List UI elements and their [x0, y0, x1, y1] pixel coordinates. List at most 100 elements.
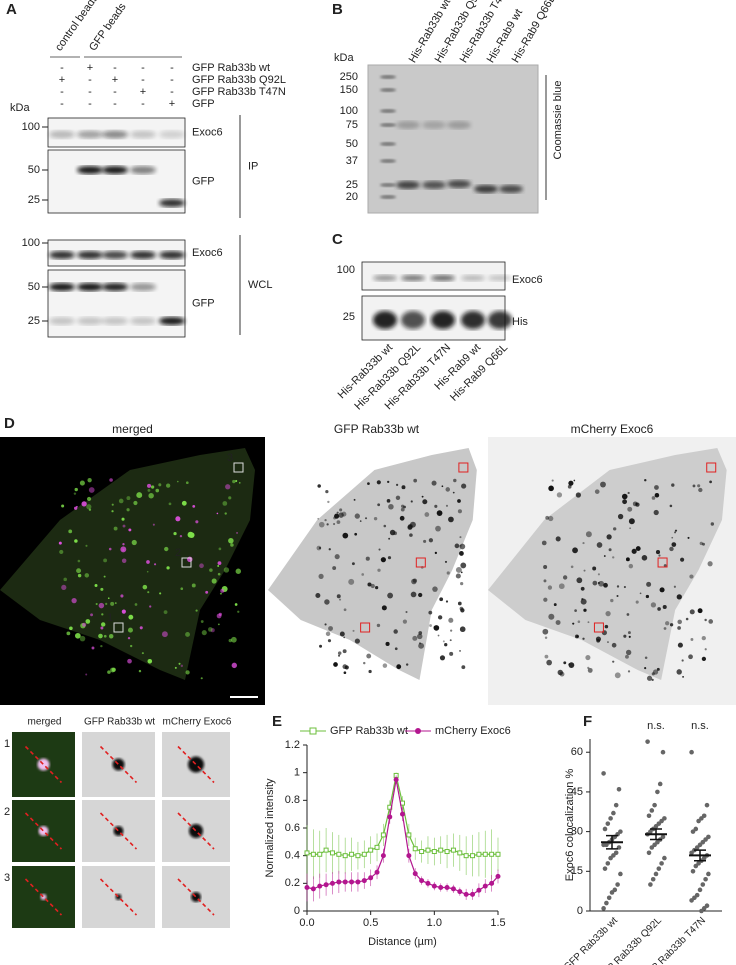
- speckle: [155, 488, 160, 493]
- crop-row-label: 1: [4, 738, 10, 750]
- speckle: [77, 559, 81, 563]
- speckle: [216, 512, 219, 515]
- data-point: [697, 887, 703, 893]
- speckle: [210, 628, 215, 633]
- speckle: [614, 672, 621, 679]
- speckle: [581, 598, 584, 601]
- point: [419, 849, 425, 855]
- speckle: [701, 635, 706, 641]
- y-tick-label: 0: [577, 905, 583, 917]
- data-point: [656, 866, 662, 871]
- speckle: [441, 485, 444, 488]
- speckle: [324, 519, 327, 522]
- speckle: [375, 585, 379, 590]
- point: [463, 891, 469, 897]
- point: [482, 883, 488, 889]
- point: [329, 880, 335, 886]
- band: [447, 121, 471, 129]
- speckle: [628, 563, 634, 569]
- blot-label: His: [512, 316, 528, 328]
- speckle: [460, 562, 467, 569]
- speckle: [228, 496, 232, 500]
- speckle: [146, 570, 149, 573]
- speckle: [437, 615, 443, 620]
- speckle: [673, 585, 676, 588]
- speckle: [421, 495, 424, 498]
- speckle: [685, 617, 689, 621]
- speckle: [555, 536, 561, 542]
- speckle: [61, 584, 67, 591]
- speckle: [428, 610, 433, 615]
- speckle: [543, 565, 548, 570]
- row-label: GFP Rab33b T47N: [192, 86, 286, 98]
- speckle: [393, 531, 398, 536]
- speckle: [58, 541, 62, 545]
- speckle: [692, 484, 696, 488]
- profile-line: [24, 745, 63, 784]
- speckle: [136, 492, 143, 499]
- y-tick-label: 15: [571, 865, 583, 877]
- speckle: [455, 573, 461, 579]
- speckle: [422, 499, 428, 505]
- legend-label: GFP Rab33b wt: [330, 725, 408, 737]
- speckle: [625, 649, 632, 656]
- point: [310, 886, 316, 892]
- speckle: [677, 626, 681, 630]
- speckle: [697, 484, 701, 488]
- speckle: [150, 485, 155, 489]
- speckle: [704, 648, 707, 651]
- point: [444, 849, 450, 855]
- speckle: [120, 546, 127, 553]
- point: [380, 853, 386, 859]
- ladder-band: [380, 142, 396, 146]
- point: [419, 878, 425, 884]
- speckle: [671, 483, 675, 487]
- point: [450, 886, 456, 892]
- data-point: [613, 802, 619, 808]
- band: [474, 185, 498, 193]
- speckle: [154, 563, 157, 566]
- data-point: [611, 810, 616, 816]
- speckle: [178, 662, 181, 665]
- speckle: [627, 506, 633, 512]
- speckle: [334, 554, 340, 560]
- speckle: [74, 539, 78, 543]
- band: [422, 121, 446, 129]
- point: [368, 875, 374, 881]
- speckle: [558, 583, 565, 590]
- speckle: [394, 647, 398, 651]
- point: [412, 846, 418, 852]
- point: [336, 851, 342, 857]
- speckle: [450, 629, 453, 632]
- speckle: [327, 500, 330, 504]
- data-point: [704, 802, 710, 808]
- speckle: [628, 518, 635, 525]
- speckle: [709, 480, 712, 484]
- speckle: [73, 492, 77, 495]
- speckle: [377, 503, 381, 507]
- marker-label: 100: [22, 121, 40, 133]
- point: [406, 832, 412, 838]
- roi-box: [233, 462, 244, 473]
- speckle: [555, 620, 561, 626]
- speckle: [176, 480, 179, 483]
- speckle: [354, 638, 360, 644]
- sign: +: [112, 74, 118, 86]
- speckle: [582, 637, 585, 640]
- y-tick-label: 0.6: [285, 822, 300, 834]
- point: [444, 884, 450, 890]
- point: [431, 883, 437, 889]
- speckle: [459, 536, 462, 539]
- panel-label: A: [6, 1, 17, 18]
- panel-label: C: [332, 231, 343, 248]
- speckle: [152, 523, 155, 526]
- speckle: [146, 560, 150, 564]
- speckle: [88, 508, 92, 511]
- speckle: [110, 601, 115, 606]
- speckle: [127, 636, 131, 640]
- speckle: [663, 627, 667, 630]
- data-point: [615, 882, 620, 887]
- sem-bar: [694, 849, 706, 862]
- speckle: [370, 583, 375, 589]
- point: [304, 884, 310, 890]
